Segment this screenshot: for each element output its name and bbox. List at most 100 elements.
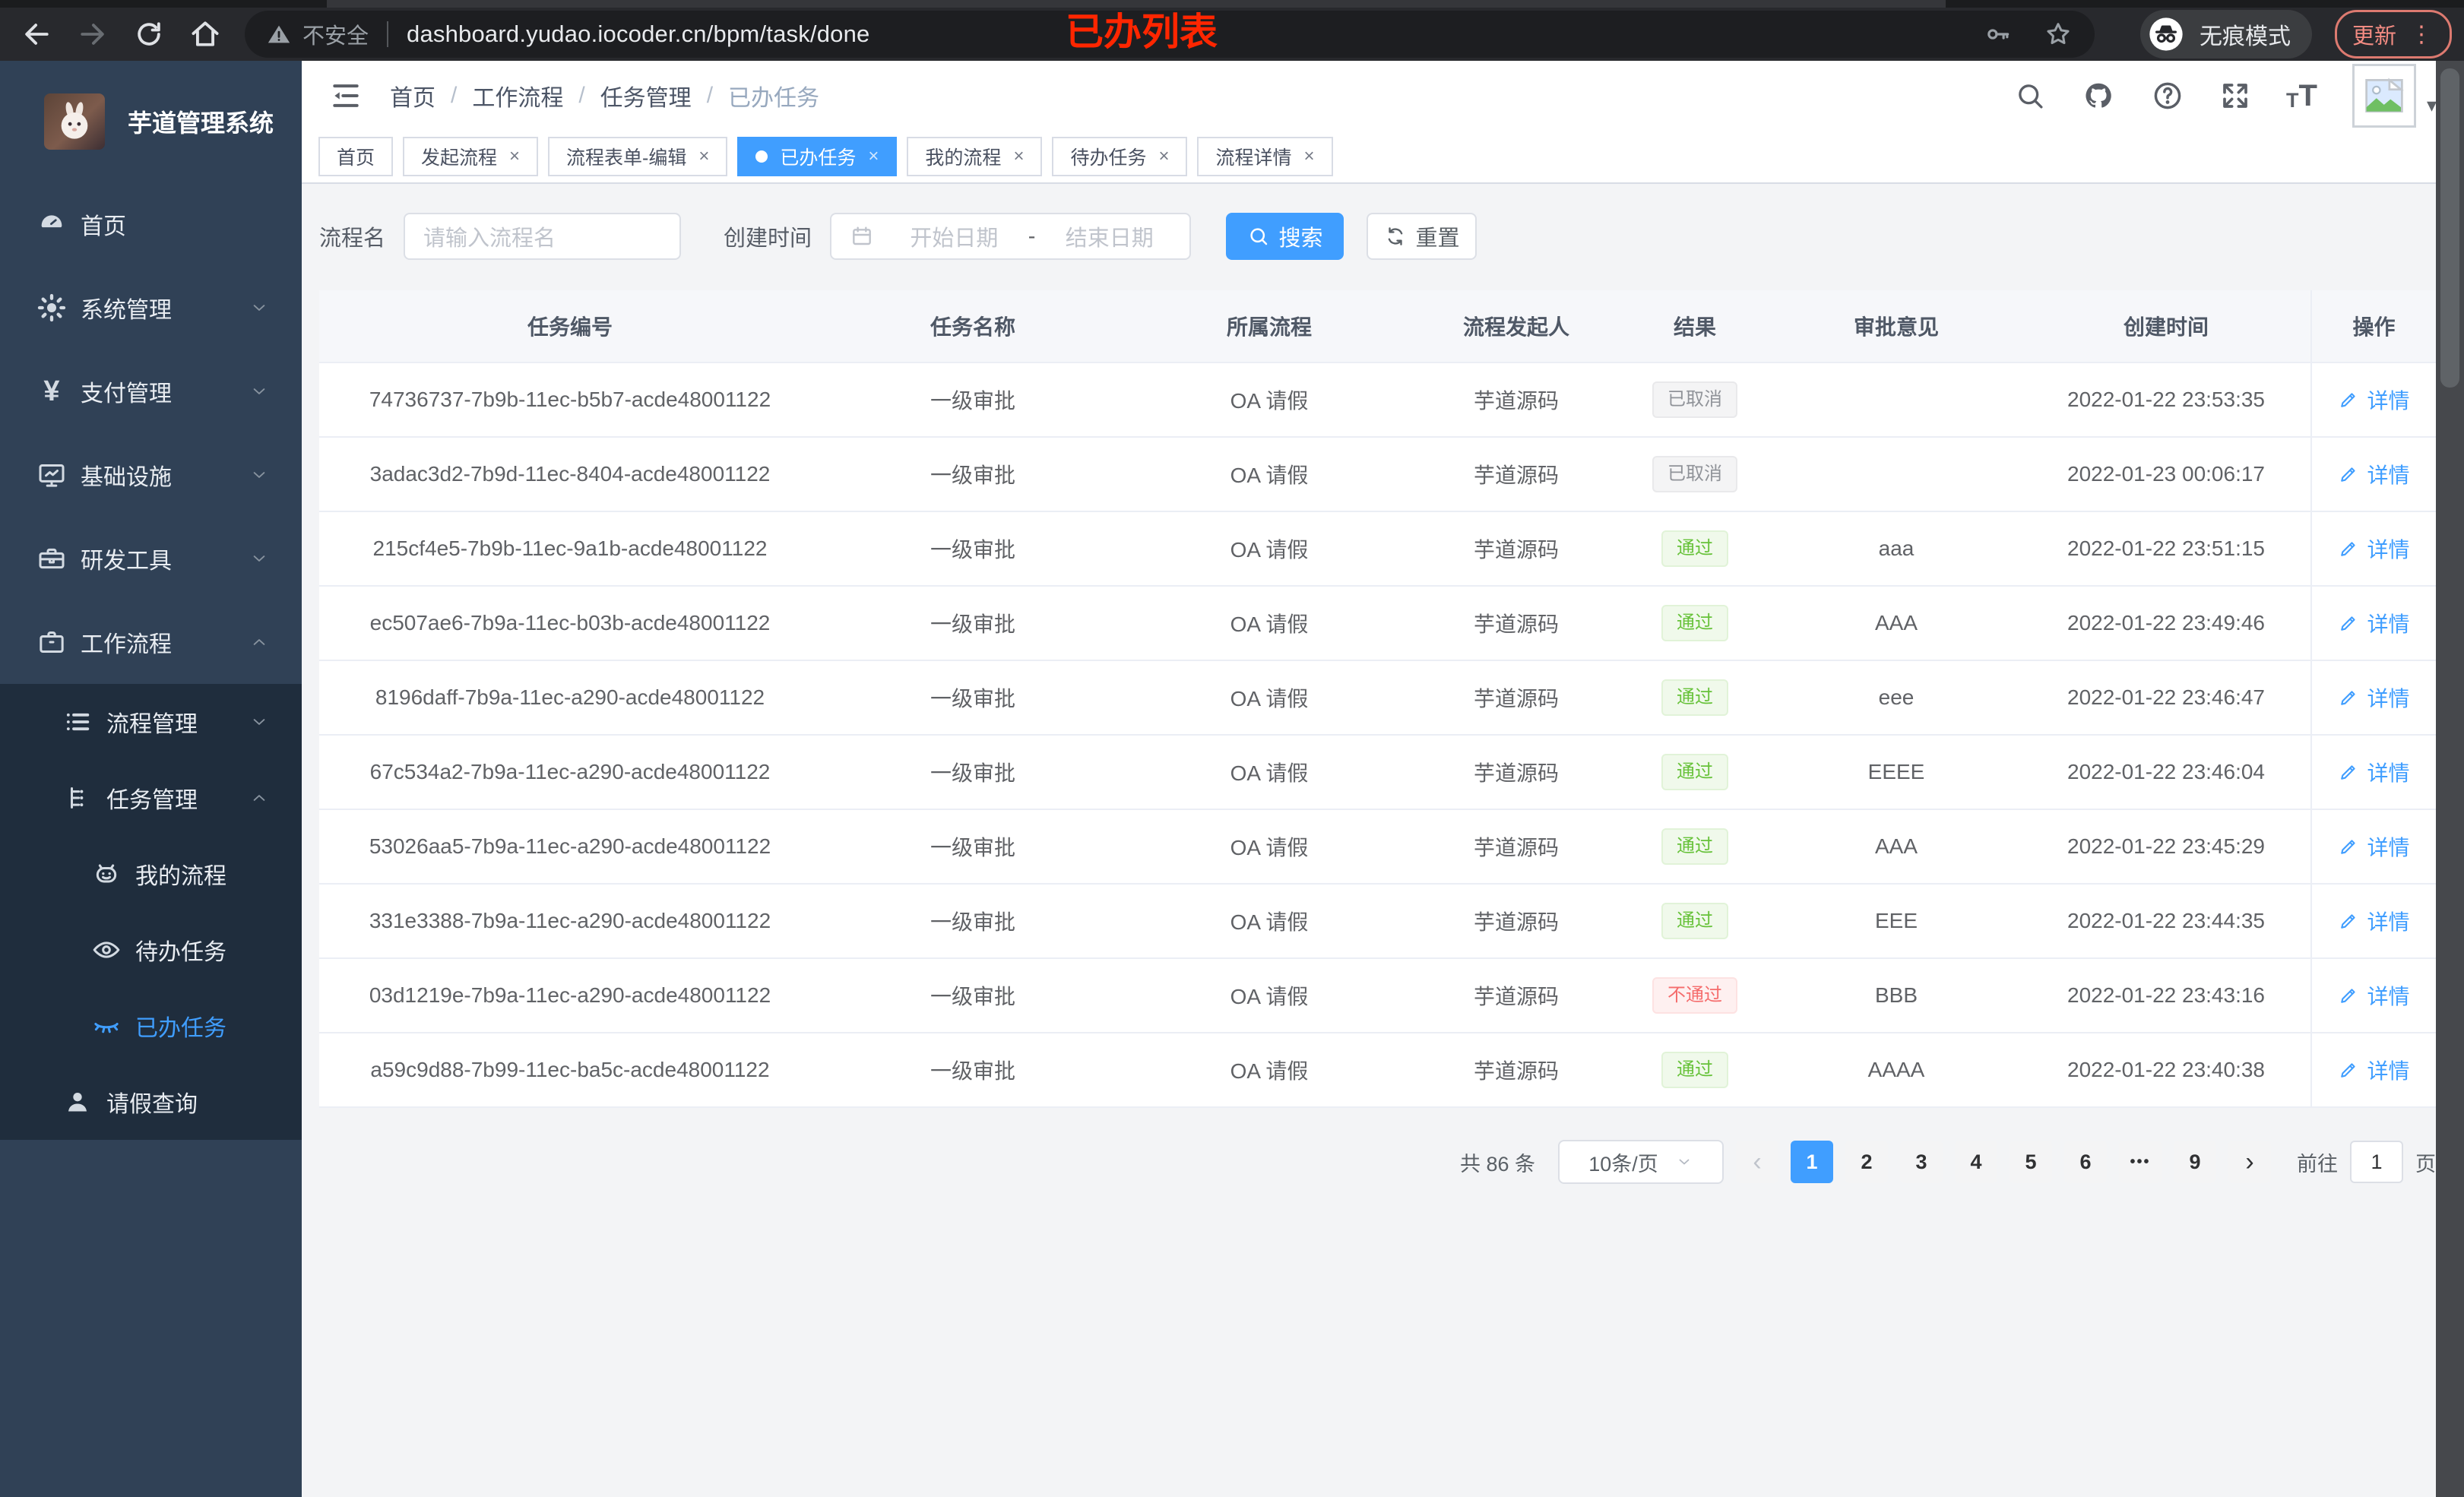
detail-button[interactable]: 详情 bbox=[2338, 533, 2410, 564]
page-button-4[interactable]: 4 bbox=[1955, 1141, 1997, 1183]
sidebar-item-infrastructure[interactable]: 基础设施 bbox=[0, 433, 302, 517]
close-icon[interactable]: × bbox=[698, 146, 710, 166]
tab-todo-tasks[interactable]: 待办任务 × bbox=[1052, 137, 1188, 176]
sidebar-item-payment-management[interactable]: ¥ 支付管理 bbox=[0, 350, 302, 433]
operation-cell: 详情 bbox=[2310, 661, 2436, 734]
more-pages-button[interactable]: ••• bbox=[2119, 1141, 2162, 1183]
tab-process-detail[interactable]: 流程详情 × bbox=[1197, 137, 1333, 176]
task-name: 一级审批 bbox=[930, 389, 1015, 413]
breadcrumb-item[interactable]: 工作流程 bbox=[472, 86, 564, 111]
operation-cell: 详情 bbox=[2310, 512, 2436, 585]
sidebar-item-process-management[interactable]: 流程管理 bbox=[0, 684, 302, 760]
detail-button[interactable]: 详情 bbox=[2338, 608, 2410, 638]
task-name: 一级审批 bbox=[930, 985, 1015, 1008]
avatar[interactable] bbox=[2352, 64, 2416, 128]
sidebar-item-home[interactable]: 首页 bbox=[0, 182, 302, 266]
tab-my-process[interactable]: 我的流程 × bbox=[907, 137, 1043, 176]
close-icon[interactable]: × bbox=[1158, 146, 1170, 166]
page-button-9[interactable]: 9 bbox=[2174, 1141, 2216, 1183]
sidebar-item-todo-tasks[interactable]: 待办任务 bbox=[0, 912, 302, 988]
page-button-2[interactable]: 2 bbox=[1845, 1141, 1888, 1183]
tab-home[interactable]: 首页 bbox=[318, 137, 394, 176]
sidebar-item-my-process[interactable]: 我的流程 bbox=[0, 836, 302, 912]
update-button[interactable]: 更新 ⋮ bbox=[2334, 10, 2452, 59]
detail-button[interactable]: 详情 bbox=[2338, 831, 2410, 862]
created-time-cell: 2022-01-22 23:46:47 bbox=[2067, 685, 2265, 709]
page-button-3[interactable]: 3 bbox=[1900, 1141, 1943, 1183]
opinion-cell: EEE bbox=[1874, 909, 1918, 932]
page-button-5[interactable]: 5 bbox=[2010, 1141, 2052, 1183]
chevron-down-icon bbox=[249, 297, 270, 318]
date-range-input[interactable]: 开始日期 - 结束日期 bbox=[830, 213, 1192, 260]
column-header: 所属流程 bbox=[1226, 315, 1312, 339]
update-label[interactable]: 更新 bbox=[2352, 24, 2396, 49]
detail-button[interactable]: 详情 bbox=[2338, 1055, 2410, 1085]
github-icon[interactable] bbox=[2081, 78, 2116, 113]
browser-menu-icon[interactable]: ⋮ bbox=[2410, 21, 2434, 47]
pencil-icon bbox=[2338, 687, 2359, 708]
sidebar-item-leave-query[interactable]: 请假查询 bbox=[0, 1064, 302, 1140]
search-icon[interactable] bbox=[2014, 80, 2046, 112]
back-icon[interactable] bbox=[20, 17, 53, 51]
result-tag: 通过 bbox=[1661, 754, 1728, 790]
column-header: 流程发起人 bbox=[1462, 315, 1569, 339]
prev-page-button[interactable]: ‹ bbox=[1736, 1141, 1778, 1183]
goto-page-input[interactable] bbox=[2350, 1141, 2403, 1183]
start-date-placeholder[interactable]: 开始日期 bbox=[910, 226, 999, 251]
breadcrumb-item[interactable]: 任务管理 bbox=[600, 86, 692, 111]
reset-button[interactable]: 重置 bbox=[1367, 213, 1477, 260]
home-icon[interactable] bbox=[188, 17, 222, 51]
scrollbar-thumb[interactable] bbox=[2440, 68, 2459, 388]
opinion-cell: aaa bbox=[1878, 536, 1915, 560]
result-cell: 通过 bbox=[1619, 885, 1771, 957]
key-icon[interactable] bbox=[1984, 20, 2013, 49]
star-icon[interactable] bbox=[2043, 19, 2073, 49]
forward-icon[interactable] bbox=[76, 17, 109, 51]
detail-button[interactable]: 详情 bbox=[2338, 757, 2410, 787]
tab-done-tasks[interactable]: 已办任务 × bbox=[737, 137, 898, 176]
search-button[interactable]: 搜索 bbox=[1226, 213, 1344, 260]
user-menu[interactable]: ▾ bbox=[2352, 64, 2437, 128]
tab-start-process[interactable]: 发起流程 × bbox=[403, 137, 539, 176]
page-button-1[interactable]: 1 bbox=[1791, 1141, 1833, 1183]
detail-button[interactable]: 详情 bbox=[2338, 980, 2410, 1011]
url-text[interactable]: dashboard.yudao.iocoder.cn/bpm/task/done bbox=[407, 21, 870, 47]
total-count: 共 86 条 bbox=[1459, 1152, 1535, 1176]
detail-button[interactable]: 详情 bbox=[2338, 682, 2410, 713]
help-icon[interactable] bbox=[2151, 79, 2184, 112]
operation-cell: 详情 bbox=[2310, 587, 2436, 660]
tab-form-edit[interactable]: 流程表单-编辑 × bbox=[548, 137, 728, 176]
sidebar-item-done-tasks[interactable]: 已办任务 bbox=[0, 988, 302, 1064]
fullscreen-icon[interactable] bbox=[2219, 80, 2251, 112]
detail-button[interactable]: 详情 bbox=[2338, 906, 2410, 936]
monitor-icon bbox=[36, 460, 67, 490]
end-date-placeholder[interactable]: 结束日期 bbox=[1065, 226, 1154, 251]
tree-icon bbox=[62, 783, 93, 813]
browser-scrollbar[interactable] bbox=[2436, 61, 2464, 1497]
detail-button[interactable]: 详情 bbox=[2338, 385, 2410, 415]
close-icon[interactable]: × bbox=[1013, 146, 1025, 166]
pencil-icon bbox=[2338, 761, 2359, 783]
process-name-input[interactable]: 请输入流程名 bbox=[404, 213, 682, 260]
task-name: 一级审批 bbox=[930, 612, 1015, 636]
reload-icon[interactable] bbox=[132, 17, 166, 51]
task-name: 一级审批 bbox=[930, 538, 1015, 562]
page-button-6[interactable]: 6 bbox=[2064, 1141, 2107, 1183]
next-page-button[interactable]: › bbox=[2228, 1141, 2271, 1183]
sidebar-item-dev-tools[interactable]: 研发工具 bbox=[0, 517, 302, 600]
security-label[interactable]: 不安全 bbox=[302, 24, 369, 49]
sidebar-item-system-management[interactable]: 系统管理 bbox=[0, 266, 302, 350]
page-size-select[interactable]: 10条/页 bbox=[1558, 1140, 1724, 1184]
close-icon[interactable]: × bbox=[1303, 146, 1315, 166]
address-bar[interactable]: 不安全 dashboard.yudao.iocoder.cn/bpm/task/… bbox=[245, 11, 2095, 58]
app-logo-row[interactable]: 芋道管理系统 bbox=[0, 61, 302, 182]
detail-button[interactable]: 详情 bbox=[2338, 459, 2410, 489]
hamburger-icon[interactable] bbox=[329, 79, 363, 112]
sidebar-item-workflow[interactable]: 工作流程 bbox=[0, 600, 302, 684]
close-icon[interactable]: × bbox=[868, 146, 879, 166]
pencil-icon bbox=[2338, 612, 2359, 634]
sidebar-item-task-management[interactable]: 任务管理 bbox=[0, 760, 302, 836]
breadcrumb-item[interactable]: 首页 bbox=[390, 86, 435, 111]
close-icon[interactable]: × bbox=[509, 146, 521, 166]
